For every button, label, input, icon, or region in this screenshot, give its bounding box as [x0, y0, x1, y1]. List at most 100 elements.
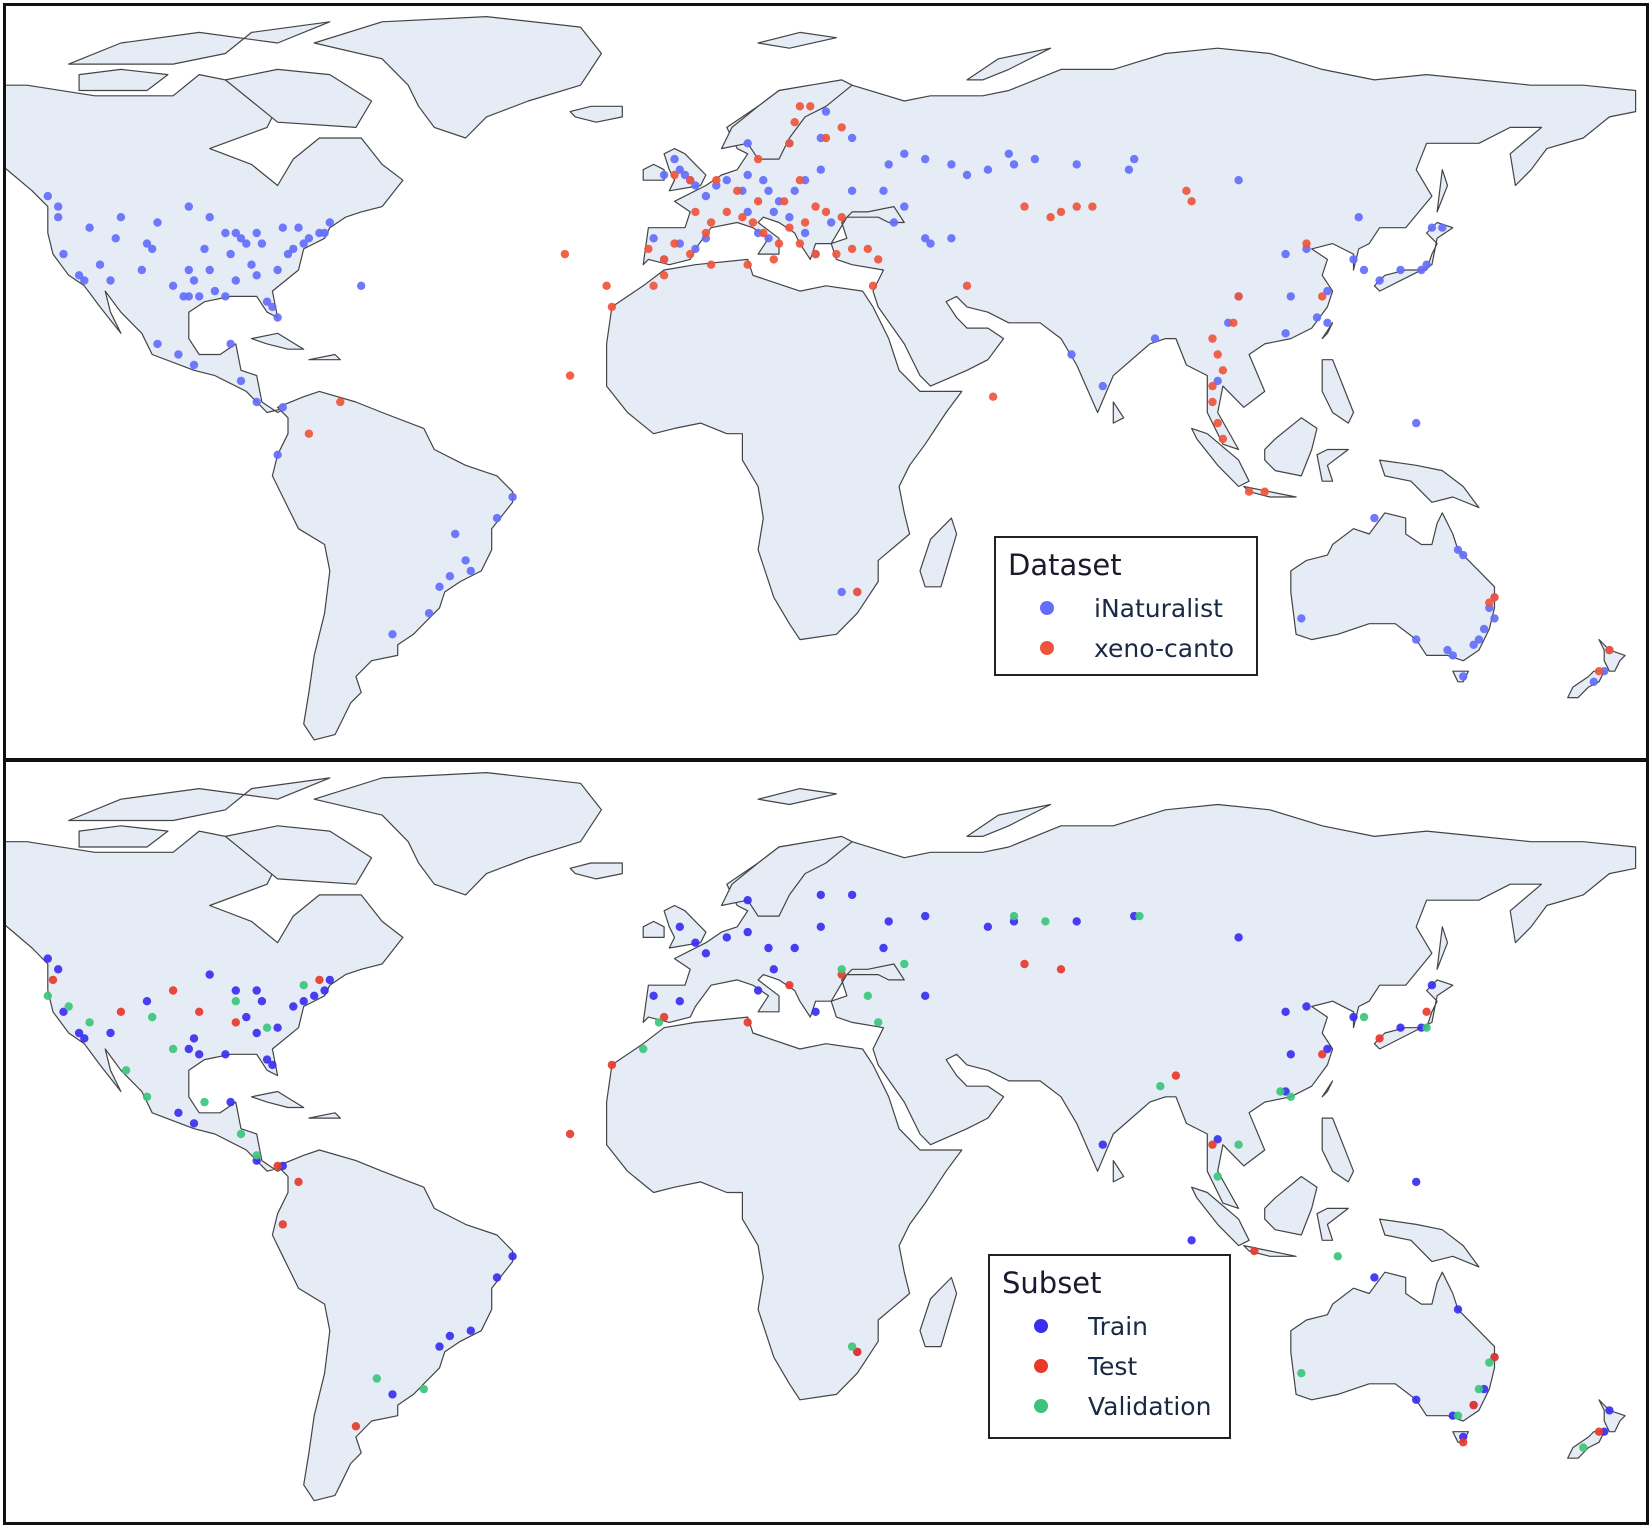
point-test [1020, 959, 1029, 969]
land-south-america [271, 390, 514, 741]
point-inaturalist [210, 286, 220, 296]
land-sumatra [1191, 1186, 1250, 1247]
point-xeno-canto [1302, 239, 1311, 248]
point-xeno-canto [800, 218, 810, 227]
point-train [59, 1007, 68, 1016]
point-train [242, 1012, 251, 1022]
point-xeno-canto [1244, 487, 1254, 496]
point-xeno-canto [659, 271, 669, 280]
point-test [294, 1177, 303, 1187]
point-train [764, 943, 773, 953]
point-inaturalist [759, 176, 768, 185]
point-inaturalist [816, 165, 825, 174]
point-validation [1276, 1087, 1285, 1096]
point-train [1453, 1305, 1463, 1314]
point-train [921, 991, 930, 1000]
legend-item-test: Test [1002, 1346, 1215, 1386]
point-inaturalist [451, 529, 460, 539]
point-inaturalist [1422, 260, 1431, 269]
point-validation [200, 1097, 209, 1107]
point-train [142, 997, 152, 1006]
point-xeno-canto [644, 244, 653, 254]
point-xeno-canto [795, 239, 805, 248]
point-inaturalist [1297, 614, 1306, 623]
legend-subset: Subset Train Test Validation [988, 1254, 1231, 1439]
point-validation [85, 1018, 94, 1027]
point-inaturalist [294, 223, 303, 232]
point-validation [1234, 1140, 1243, 1149]
point-xeno-canto [1088, 202, 1097, 211]
point-validation [121, 1066, 131, 1075]
point-xeno-canto [1208, 397, 1217, 407]
point-train [743, 927, 752, 937]
land-iceland [569, 862, 623, 880]
point-test [1250, 1246, 1259, 1256]
point-train [879, 943, 888, 953]
land-layer [6, 772, 1637, 1502]
point-test [315, 975, 324, 985]
point-test [1208, 1140, 1217, 1149]
point-train [231, 986, 240, 995]
point-inaturalist [1323, 286, 1332, 296]
point-inaturalist [764, 186, 773, 195]
point-inaturalist [691, 244, 700, 254]
point-inaturalist [1417, 265, 1426, 275]
world-map-dataset [6, 16, 1637, 741]
point-inaturalist [1490, 614, 1499, 623]
land-sakhalin [1436, 169, 1449, 213]
point-xeno-canto [769, 255, 778, 264]
point-inaturalist [231, 276, 240, 285]
land-south-america [271, 1149, 514, 1502]
point-inaturalist [1459, 550, 1468, 560]
point-inaturalist [252, 397, 261, 407]
land-new-guinea [1379, 459, 1480, 509]
point-xeno-canto [795, 102, 805, 111]
point-xeno-canto [701, 228, 711, 238]
point-inaturalist [1323, 318, 1332, 327]
point-xeno-canto [304, 429, 314, 438]
point-xeno-canto [712, 176, 721, 185]
point-train [106, 1028, 115, 1038]
point-xeno-canto [691, 207, 700, 217]
point-train [1302, 1002, 1311, 1011]
point-inaturalist [1479, 624, 1489, 634]
point-train [1098, 1140, 1108, 1149]
point-train [1605, 1406, 1614, 1415]
point-train [252, 1028, 261, 1038]
point-inaturalist [508, 492, 517, 502]
land-philippines [1321, 359, 1355, 424]
point-validation [900, 959, 909, 969]
point-inaturalist [947, 234, 956, 243]
land-cuba [250, 1090, 305, 1109]
point-test [1171, 1071, 1181, 1080]
map-panel-subset: Subset Train Test Validation [3, 758, 1649, 1525]
point-inaturalist [299, 239, 308, 248]
point-validation [419, 1384, 428, 1394]
point-xeno-canto [733, 186, 742, 195]
point-validation [1286, 1092, 1296, 1101]
point-inaturalist [252, 271, 261, 280]
point-xeno-canto [686, 249, 695, 259]
land-baffin [224, 825, 373, 885]
point-inaturalist [1009, 160, 1019, 169]
point-inaturalist [1469, 640, 1478, 649]
point-xeno-canto [670, 239, 679, 248]
point-train [701, 949, 711, 958]
point-inaturalist [1459, 672, 1468, 681]
point-validation [1485, 1358, 1494, 1367]
point-xeno-canto [706, 218, 716, 227]
land-britain [663, 148, 707, 192]
point-inaturalist [236, 376, 246, 386]
land-baffin [224, 68, 373, 128]
point-inaturalist [242, 239, 251, 248]
point-inaturalist [1438, 223, 1447, 232]
point-train [1323, 1044, 1332, 1054]
point-inaturalist [1150, 334, 1160, 343]
point-inaturalist [691, 181, 700, 190]
point-train [492, 1273, 502, 1282]
point-train [252, 986, 261, 995]
point-xeno-canto [1260, 487, 1269, 496]
point-inaturalist [675, 165, 684, 174]
point-train [221, 1050, 230, 1059]
point-inaturalist [289, 244, 298, 254]
